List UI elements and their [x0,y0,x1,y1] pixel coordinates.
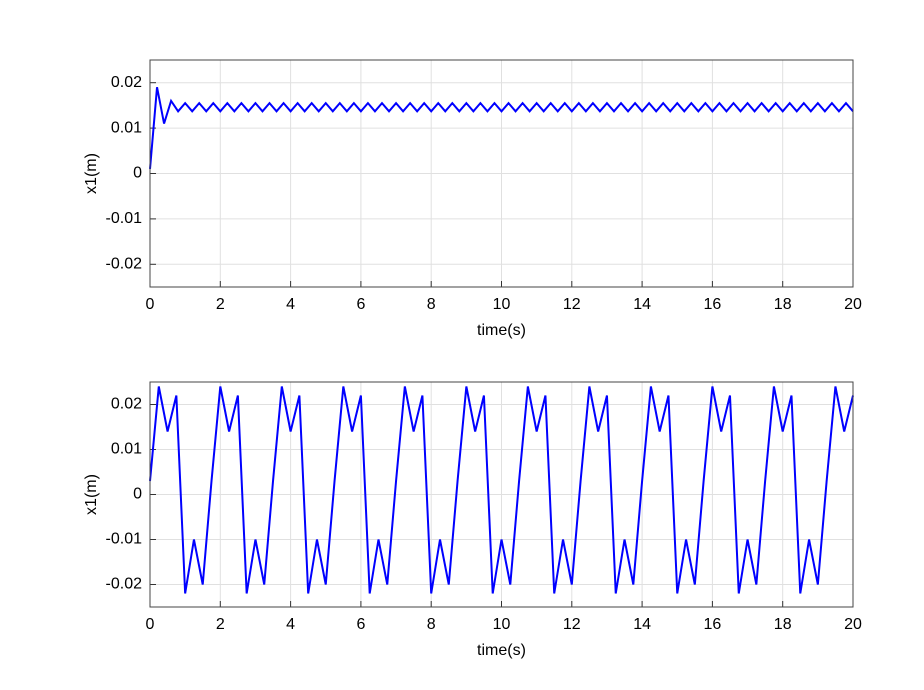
x-tick-label: 10 [493,616,511,633]
x-tick-label: 16 [704,616,722,633]
x-tick-label: 6 [356,296,365,313]
y-tick-label: 0 [133,165,142,182]
x-tick-label: 2 [216,296,225,313]
y-tick-label: 0.01 [111,441,142,458]
y-tick-label: 0 [133,486,142,503]
x-axis-label: time(s) [477,322,526,339]
y-axis-label: x1(m) [83,474,100,515]
y-tick-label: 0.01 [111,119,142,136]
x-tick-label: 18 [774,296,792,313]
x-tick-label: 2 [216,616,225,633]
y-tick-label: 0.02 [111,74,142,91]
axes-frame [149,381,854,608]
x-tick-label: 6 [356,616,365,633]
x-tick-label: 0 [146,616,155,633]
x-tick-label: 18 [774,616,792,633]
y-axis-label: x1(m) [83,153,100,194]
x-tick-label: 12 [563,616,581,633]
x-tick-label: 4 [286,616,295,633]
x-tick-label: 20 [844,616,862,633]
data-line [149,386,854,594]
x-tick-label: 12 [563,296,581,313]
y-tick-label: -0.01 [106,210,143,227]
y-tick-label: 0.02 [111,396,142,413]
y-tick-label: -0.02 [106,576,143,593]
x-tick-label: 0 [146,296,155,313]
x-tick-label: 10 [493,296,511,313]
data-line [149,87,854,170]
y-tick-label: -0.01 [106,531,143,548]
axes-frame [149,59,854,288]
x-axis-label: time(s) [477,642,526,659]
y-tick-label: -0.02 [106,256,143,273]
x-tick-label: 14 [633,616,651,633]
x-tick-label: 8 [427,616,436,633]
x-tick-label: 8 [427,296,436,313]
x-tick-label: 14 [633,296,651,313]
x-tick-label: 4 [286,296,295,313]
x-tick-label: 20 [844,296,862,313]
x-tick-label: 16 [704,296,722,313]
